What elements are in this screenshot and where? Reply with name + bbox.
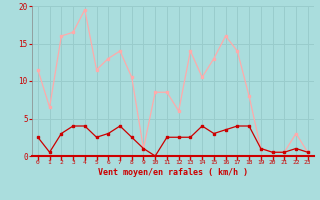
X-axis label: Vent moyen/en rafales ( km/h ): Vent moyen/en rafales ( km/h )	[98, 168, 248, 177]
